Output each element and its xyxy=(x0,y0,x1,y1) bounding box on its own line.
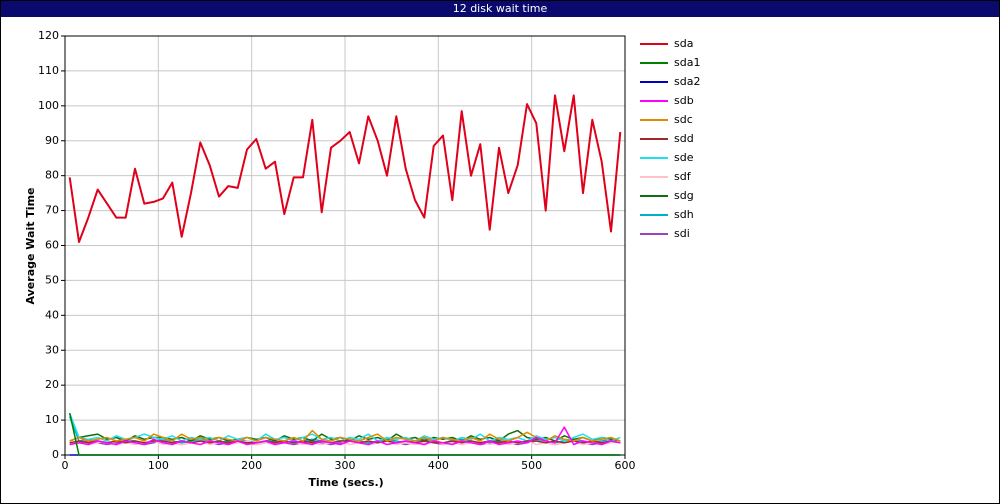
legend-label: sdc xyxy=(674,113,693,126)
legend-label: sdg xyxy=(674,189,694,202)
y-tick-label: 30 xyxy=(45,343,59,356)
legend-label: sdb xyxy=(674,94,694,107)
y-tick-label: 100 xyxy=(38,99,59,112)
x-axis-label: Time (secs.) xyxy=(308,476,383,489)
series-line xyxy=(68,94,622,243)
title-bar: 12 disk wait time xyxy=(1,1,999,17)
y-tick-label: 90 xyxy=(45,134,59,147)
series-line xyxy=(69,440,621,444)
y-tick-label: 0 xyxy=(52,448,59,461)
legend-label: sdf xyxy=(674,170,692,183)
y-tick-label: 120 xyxy=(38,29,59,42)
y-axis-label: Average Wait Time xyxy=(24,188,37,305)
series-line xyxy=(69,426,621,446)
legend-label: sda1 xyxy=(674,56,700,69)
x-tick-label: 600 xyxy=(615,459,636,472)
x-tick-label: 400 xyxy=(428,459,449,472)
y-tick-label: 50 xyxy=(45,273,59,286)
y-tick-label: 70 xyxy=(45,204,59,217)
chart: Time (secs.) Average Wait Time 0 10 20 30 40… xyxy=(24,29,700,489)
legend-label: sdd xyxy=(674,132,694,145)
legend-label: sda2 xyxy=(674,75,700,88)
legend-label: sdi xyxy=(674,227,690,240)
y-tick-label: 80 xyxy=(45,169,59,182)
x-tick-label: 200 xyxy=(241,459,262,472)
legend-label: sdh xyxy=(674,208,694,221)
series-line xyxy=(69,429,621,442)
x-tick-label: 300 xyxy=(335,459,356,472)
legend-label: sda xyxy=(674,37,693,50)
y-tick-label: 40 xyxy=(45,308,59,321)
y-tick-label: 20 xyxy=(45,378,59,391)
x-tick-label: 500 xyxy=(521,459,542,472)
x-tick-label: 100 xyxy=(148,459,169,472)
y-tick-label: 110 xyxy=(38,64,59,77)
y-tick-label: 60 xyxy=(45,239,59,252)
y-tick-label: 10 xyxy=(45,413,59,426)
legend-label: sde xyxy=(674,151,694,164)
x-tick-label: 0 xyxy=(62,459,69,472)
series-line xyxy=(68,412,621,442)
series-line xyxy=(68,412,621,456)
